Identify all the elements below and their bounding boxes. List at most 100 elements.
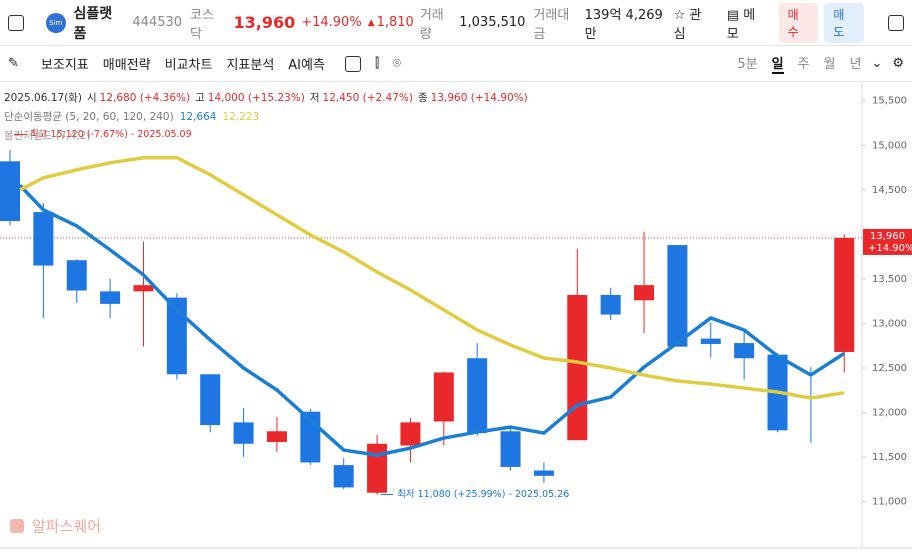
stock-code: 444530	[132, 15, 183, 30]
tool-label: AI예측	[288, 58, 325, 73]
camera-icon[interactable]: ⌾	[393, 56, 401, 71]
legend-entry: 12,223	[222, 111, 259, 123]
candle-body	[233, 422, 254, 444]
change: 1,810	[376, 15, 414, 30]
candle-body	[433, 372, 454, 422]
moving-average-line	[19, 155, 845, 400]
period[interactable]: 년	[849, 57, 862, 72]
candle-body	[700, 338, 721, 344]
legend-value: 12,680 (+4.36%)	[100, 92, 190, 104]
candle-body	[33, 212, 54, 266]
tool[interactable]: 비교차트	[165, 54, 213, 73]
candle-body	[133, 285, 154, 292]
price-tag-label: 13,960	[870, 231, 905, 242]
market: 코스닥	[190, 7, 214, 42]
legend-ma: 단순이동평균 (5, 20, 60, 120, 240) 12,664 12,223	[4, 111, 259, 123]
legend-value: 14,000 (+15.23%)	[208, 92, 305, 104]
logo: Sim	[45, 12, 66, 33]
periods: 5분 일 주 월 년	[737, 53, 861, 74]
y-tick-label: 15,500	[872, 96, 907, 107]
tool-label: 매매전략	[102, 58, 151, 73]
change-pct: +14.90%	[301, 15, 362, 30]
watch-button[interactable]: ☆ 관심	[673, 7, 702, 42]
candle-body	[333, 465, 354, 488]
memo-button[interactable]: ▤ 메모	[726, 7, 756, 42]
legend-entry: 12,664	[180, 111, 217, 123]
panel-icon[interactable]	[888, 14, 904, 31]
legend-label: 시	[87, 92, 97, 104]
candle-body	[600, 294, 621, 315]
candle-body	[533, 470, 554, 476]
y-tick-label: 14,500	[872, 185, 907, 196]
moving-average-line	[18, 184, 846, 457]
candle-icon[interactable]: ⫿	[374, 56, 380, 71]
settings-icon[interactable]: ⚙	[892, 56, 904, 71]
period[interactable]: 5분	[737, 57, 758, 72]
tool[interactable]: 매매전략	[103, 54, 151, 73]
candle-body	[467, 358, 488, 434]
price-tag-change: +14.90%	[868, 243, 912, 254]
tool-label: 비교차트	[164, 58, 213, 73]
candle-body	[834, 237, 855, 352]
legend-label: 저	[310, 92, 320, 104]
period[interactable]: 월	[823, 57, 836, 72]
tools: 보조지표 매매전략 비교차트 지표분석 AI예측	[41, 54, 339, 73]
candle-body	[734, 343, 755, 359]
sidebar-icon[interactable]	[8, 14, 24, 31]
y-tick-label: 12,500	[872, 363, 907, 374]
buy-button[interactable]: 매수	[778, 2, 819, 43]
tool[interactable]: AI예측	[288, 54, 325, 73]
sell-button[interactable]: 매도	[824, 2, 865, 43]
legend-label: 고	[195, 92, 205, 104]
volume-label: 거래량	[419, 7, 444, 42]
y-tick-label: 13,000	[872, 318, 907, 329]
candle-body	[634, 285, 655, 301]
chart: 15,500 15,000 14,500 13,500 13,000 12,500 12,0…	[0, 82, 912, 549]
period[interactable]: 일	[771, 53, 784, 74]
box-icon[interactable]	[344, 55, 361, 72]
dropdown[interactable]: ⌄	[871, 56, 883, 71]
candle-body	[266, 431, 287, 442]
candle-body	[100, 291, 121, 304]
candle-body	[66, 260, 87, 291]
ma-title: 단순이동평균 (5, 20, 60, 120, 240)	[4, 111, 174, 123]
amount-label: 거래대금	[533, 7, 570, 42]
chart-toolbar: ✎ 보조지표 매매전략 비교차트 지표분석 AI예측 ⫿ ⌾ 5분 일 주 월 년 ⌄ ⚙	[0, 46, 912, 82]
watch-label: 관심	[673, 7, 702, 42]
candle-body	[166, 297, 187, 375]
memo-label: 메모	[726, 7, 756, 42]
candle-body	[400, 422, 421, 446]
stock-header: Sim 심플랫폼 444530 코스닥 13,960 +14.90% ▲ 1,8…	[0, 0, 912, 46]
legend-line: 2025.06.17(화) 시 12,680 (+4.36%) 고 14,000 (+1…	[4, 92, 528, 104]
candle-body	[667, 245, 688, 347]
draw-icon[interactable]: ✎	[8, 56, 19, 71]
up-arrow: ▲	[367, 17, 375, 28]
y-tick-label: 13,500	[872, 274, 907, 285]
y-tick-label: 11,500	[872, 452, 907, 463]
candle-body	[500, 431, 521, 467]
tool[interactable]: 지표분석	[226, 54, 274, 73]
period[interactable]: 주	[797, 57, 810, 72]
legend-bollinger: 볼린저밴드 (7,4,2)	[4, 130, 91, 142]
legend-label: 종	[418, 92, 428, 104]
legend-value: 12,450 (+2.47%)	[323, 92, 413, 104]
y-tick-label: 11,000	[872, 497, 907, 508]
candle-body	[200, 374, 221, 426]
price-tag	[863, 228, 912, 255]
stock-name: 심플랫폼	[73, 5, 113, 42]
watermark-icon	[10, 519, 24, 533]
amount: 139억 4,269만	[584, 7, 663, 42]
y-tick-label: 12,000	[872, 408, 907, 419]
watermark: 알파스퀘어	[32, 518, 101, 536]
tool-label: 지표분석	[226, 58, 275, 73]
legend-value: 13,960 (+14.90%)	[431, 92, 528, 104]
annotation: 최저 11,080 (+25.99%) - 2025.05.26	[397, 489, 569, 500]
candle-body	[0, 161, 20, 221]
candle-body	[367, 443, 388, 493]
tool[interactable]: 보조지표	[41, 54, 89, 73]
price: 13,960	[233, 13, 296, 32]
tool-label: 보조지표	[40, 58, 89, 73]
candle-body	[567, 294, 588, 441]
volume: 1,035,510	[459, 15, 526, 30]
